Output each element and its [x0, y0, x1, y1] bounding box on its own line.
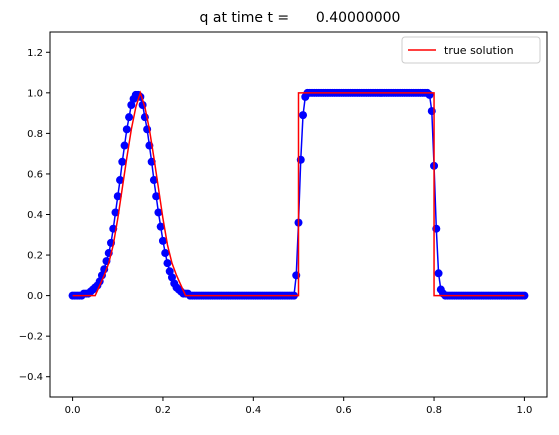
data-point [167, 273, 176, 282]
x-tick-label: 0.0 [65, 405, 81, 416]
series-layer [68, 88, 529, 300]
x-tick-label: 0.4 [245, 405, 261, 416]
data-point [434, 269, 443, 278]
legend-label-true-solution: true solution [444, 44, 514, 57]
y-tick-label: 1.0 [27, 88, 43, 99]
data-point [125, 113, 134, 122]
data-point [161, 249, 170, 258]
series-true-solution-line [72, 90, 525, 297]
y-tick-label: −0.2 [19, 332, 43, 343]
data-point [154, 208, 163, 217]
x-tick-label: 0.6 [336, 405, 352, 416]
y-tick-label: 0.2 [27, 251, 43, 262]
data-point [122, 125, 131, 134]
x-tick-label: 0.2 [155, 405, 171, 416]
y-tick-label: 0.6 [27, 169, 43, 180]
data-point [120, 141, 129, 150]
legend: true solution [401, 36, 541, 64]
y-tick-label: 0.4 [27, 210, 43, 221]
x-tick-label: 1.0 [516, 405, 532, 416]
data-point [425, 90, 434, 99]
y-tick-label: −0.4 [19, 372, 43, 383]
data-point [116, 176, 125, 185]
data-point [149, 176, 158, 185]
legend-box [401, 36, 541, 64]
data-point [165, 267, 174, 276]
data-point [156, 222, 165, 231]
y-tick-label: 0.0 [27, 291, 43, 302]
data-point [113, 192, 122, 201]
data-point [127, 101, 136, 109]
x-tick-label: 0.8 [426, 405, 442, 416]
data-point [111, 208, 120, 217]
data-point [118, 157, 127, 166]
data-point [158, 236, 167, 245]
chart-title: q at time t = 0.40000000 [200, 10, 401, 26]
data-point [299, 111, 308, 120]
axes-layer: 0.0 0.2 0.4 0.6 0.8 1.0 −0.4 −0.2 0.0 0.2 0.4 0.6 0.… [19, 31, 548, 416]
data-point [163, 259, 172, 268]
data-point [152, 192, 161, 201]
y-tick-label: 0.8 [27, 129, 43, 140]
y-tick-label: 1.2 [27, 48, 43, 59]
